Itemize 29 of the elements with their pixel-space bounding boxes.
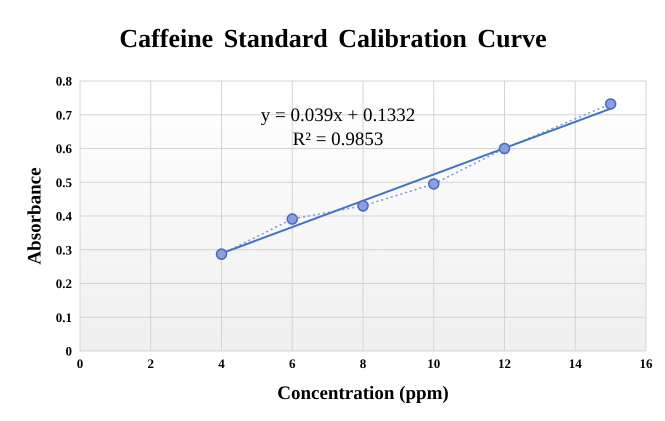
y-tick-label: 0.3: [56, 242, 72, 258]
point: [286, 213, 298, 225]
y-tick-label: 0.5: [56, 174, 72, 190]
point: [604, 98, 616, 110]
x-tick-label: 4: [218, 356, 226, 372]
y-tick-label: 0.1: [56, 310, 72, 325]
point: [498, 142, 510, 154]
y-tick-label: 0.4: [56, 208, 72, 224]
y-axis-title: Absorbance: [24, 167, 46, 265]
point: [357, 200, 369, 212]
x-tick-label: 2: [148, 356, 154, 372]
y-tick-label: 0.6: [56, 141, 72, 156]
x-tick-label: 8: [360, 356, 367, 372]
y-tick-label: 0.7: [56, 107, 72, 122]
x-tick-label: 16: [640, 356, 653, 372]
x-tick-label: 14: [568, 356, 582, 372]
chart-title: Caffeine Standard Calibration Curve: [118, 24, 548, 54]
annotation: R² = 0.9853: [292, 128, 384, 152]
point: [216, 248, 228, 260]
annotation: y = 0.039x + 0.1332: [260, 104, 416, 128]
x-tick-label: 10: [427, 356, 440, 372]
x-tick-label: 0: [76, 356, 84, 372]
x-axis-title: Concentration (ppm): [277, 383, 449, 404]
y-tick-label: 0.2: [56, 276, 72, 292]
y-tick-label: 0.8: [56, 74, 72, 89]
x-tick-label: 12: [498, 356, 511, 372]
point: [428, 178, 440, 190]
y-tick-label: 0: [66, 344, 72, 359]
x-tick-label: 6: [289, 356, 296, 372]
